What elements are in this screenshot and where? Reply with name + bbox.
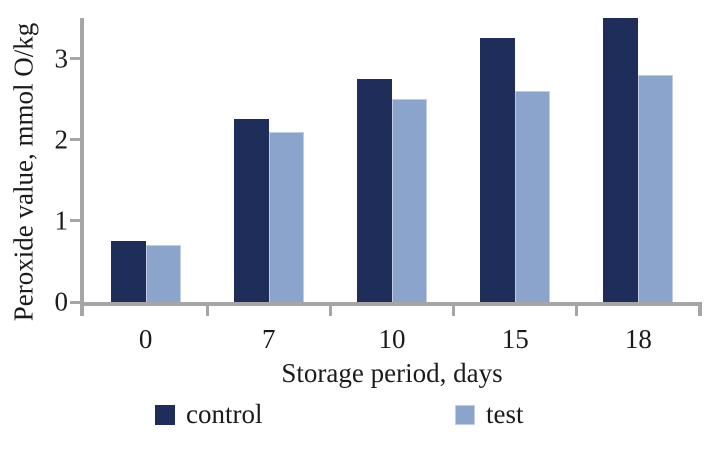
x-tick-labels: 0 7 10 15 18 (84, 324, 700, 355)
x-tick-label: 7 (262, 324, 276, 354)
bar-control-day-10 (356, 78, 392, 302)
x-tick-label: 10 (378, 324, 406, 354)
bar-group-day-10 (330, 18, 453, 302)
bar-test-day-10 (391, 99, 427, 302)
bar-test-day-7 (268, 131, 304, 302)
legend-item-control: control (155, 399, 262, 430)
y-axis-tick (70, 300, 81, 304)
x-tick-label: 0 (138, 324, 153, 354)
bar-control-day-15 (480, 38, 516, 302)
legend-label-test: test (486, 399, 524, 429)
bar-test-day-18 (638, 74, 674, 302)
x-axis-tick (575, 306, 579, 316)
bar-control-day-7 (233, 119, 269, 302)
bar-test-day-0 (145, 245, 181, 302)
y-axis-tick (70, 138, 81, 142)
plot-area: 0 1 2 3 (55, 18, 700, 316)
legend-label-control: control (186, 399, 263, 429)
legend-item-test: test (455, 399, 524, 430)
x-axis-tick (328, 306, 332, 316)
x-tick-label: 15 (501, 324, 529, 354)
bar-control-day-0 (110, 241, 146, 302)
bar-test-day-15 (515, 91, 551, 302)
y-tick-label: 3 (54, 43, 69, 74)
x-axis-title: Storage period, days (281, 358, 503, 388)
legend-swatch-test (455, 404, 475, 425)
legend-swatch-control (155, 404, 175, 425)
x-axis-end-tick (698, 302, 702, 316)
y-axis-line (80, 18, 84, 316)
bar-control-day-18 (603, 18, 639, 302)
y-tick-label: 1 (54, 205, 69, 236)
y-tick-label: 2 (54, 124, 69, 155)
x-axis-tick (205, 306, 209, 316)
bar-group-day-0 (84, 18, 207, 302)
x-axis-line (80, 302, 702, 306)
x-axis-tick (452, 306, 456, 316)
bar-group-day-7 (207, 18, 330, 302)
y-axis-tick (70, 57, 81, 61)
y-tick-label: 0 (54, 286, 69, 317)
x-tick-label: 18 (624, 324, 652, 354)
y-axis-tick (70, 219, 81, 223)
bar-group-day-15 (454, 18, 577, 302)
bar-group-day-18 (577, 18, 700, 302)
